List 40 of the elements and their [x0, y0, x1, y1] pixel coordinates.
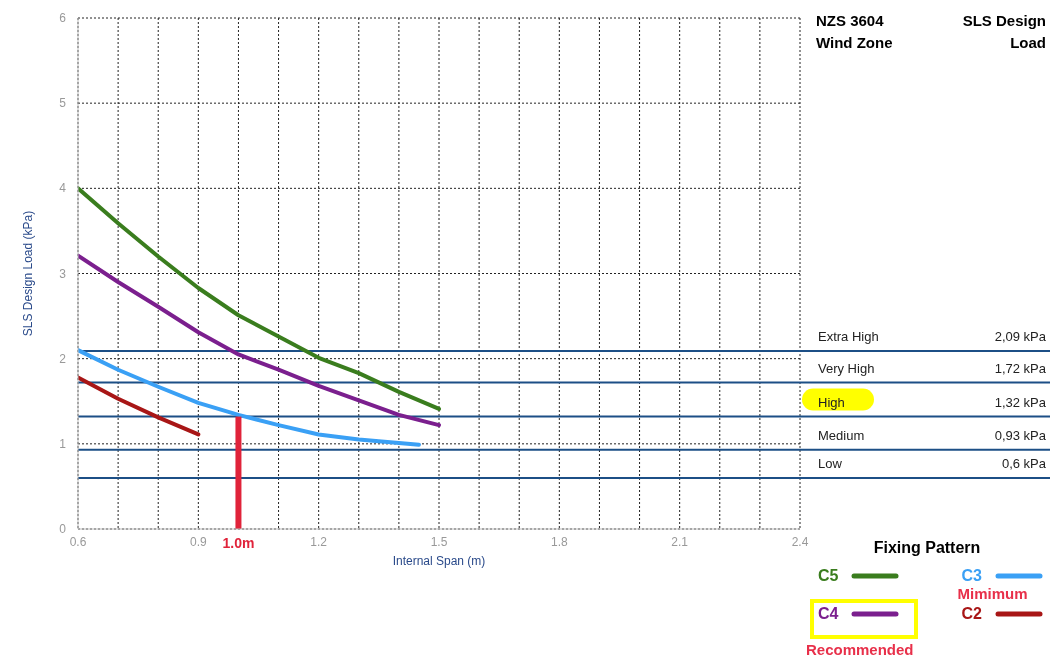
legend-label: C4 [818, 605, 839, 622]
y-tick-label: 3 [59, 266, 67, 281]
x-tick-label: 1.8 [550, 534, 568, 549]
annotation: 1.0m [221, 535, 256, 551]
legend-label: C5 [818, 567, 839, 584]
legend-label: C3 [961, 567, 982, 584]
line-series [78, 375, 201, 437]
text: 1,72 kPa [994, 360, 1047, 376]
text: 0,6 kPa [1001, 455, 1047, 471]
ref-line-label: High [818, 394, 845, 410]
ref-line-label: Medium [818, 427, 865, 443]
x-tick-label: 2.4 [791, 534, 809, 549]
x-tick-label: 2.1 [671, 534, 689, 549]
line-series [78, 348, 421, 447]
ref-line-label: Low [818, 455, 843, 471]
ref-line-label: Extra High [818, 329, 879, 344]
x-axis-title: Internal Span (m) [392, 554, 486, 568]
text: NZS 3604 Wind Zone [816, 11, 894, 53]
x-tick-label: 1.2 [310, 534, 328, 549]
y-axis-title: SLS Design Load (kPa) [21, 210, 36, 337]
text: Recommended [805, 641, 915, 658]
text: 1,32 kPa [994, 394, 1047, 410]
x-tick-label: 1.5 [430, 534, 448, 549]
text: SLS Design Load [961, 11, 1046, 53]
ref-line-label: Very High [818, 360, 875, 376]
y-tick-label: 5 [59, 96, 67, 111]
text: 2,09 kPa [994, 329, 1047, 344]
line-series [78, 253, 441, 428]
legend-title: Fixing Pattern [873, 539, 981, 556]
y-tick-label: 1 [59, 436, 67, 451]
line-series [78, 186, 441, 411]
y-tick-label: 6 [59, 11, 67, 25]
text: Mimimum [957, 585, 1028, 602]
text: 0,93 kPa [994, 427, 1047, 443]
x-tick-label: 0.6 [69, 534, 87, 549]
y-tick-label: 2 [59, 351, 67, 366]
legend-label: C2 [961, 605, 982, 622]
y-tick-label: 0 [59, 522, 67, 536]
x-tick-label: 0.9 [189, 534, 207, 549]
y-tick-label: 4 [59, 181, 67, 196]
